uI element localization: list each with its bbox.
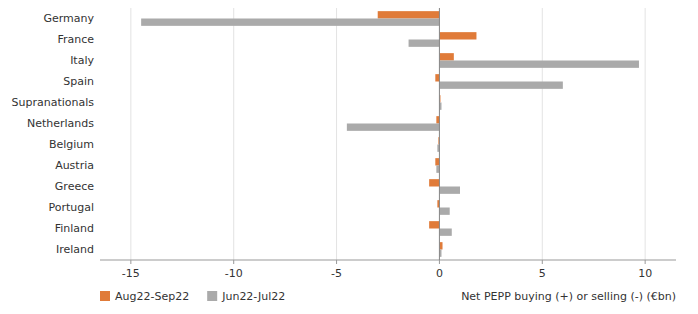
bar [439, 187, 460, 194]
bar [141, 19, 439, 26]
category-label: Austria [55, 159, 94, 172]
bar [439, 53, 453, 60]
bars [141, 11, 639, 257]
tick-mark [233, 260, 234, 264]
tick-label: 0 [436, 267, 443, 280]
zero-line [439, 8, 440, 260]
tick-label: 10 [638, 267, 652, 280]
grid-line [336, 8, 337, 260]
tick-mark [130, 260, 131, 264]
category-label: Spain [63, 75, 94, 88]
x-axis: -15 -10 -5 0 5 10 [100, 260, 676, 280]
bar [378, 11, 440, 18]
tick-mark [336, 260, 337, 264]
category-label: Germany [43, 12, 94, 25]
bar [439, 82, 562, 89]
x-axis-label: Net PEPP buying (+) or selling (-) (€bn) [461, 290, 676, 303]
legend-label: Jun22-Jul22 [221, 290, 285, 303]
category-label: Supranationals [11, 96, 94, 109]
grid-line [542, 8, 543, 260]
bar [439, 229, 451, 236]
tick-label: 5 [539, 267, 546, 280]
bar [439, 61, 639, 68]
bar [439, 208, 449, 215]
x-axis-line [100, 260, 676, 261]
category-label: Finland [55, 222, 94, 235]
grid [131, 8, 645, 260]
category-label: Portugal [48, 201, 94, 214]
bar [435, 74, 439, 81]
category-label: Belgium [49, 138, 94, 151]
grid-line [233, 8, 234, 260]
bar [439, 32, 476, 39]
category-label: Netherlands [27, 117, 94, 130]
legend: Aug22-Sep22 Jun22-Jul22 [100, 290, 285, 303]
category-label: Greece [55, 180, 94, 193]
tick-mark [645, 260, 646, 264]
chart: -15 -10 -5 0 5 10 Ireland Finland Portugal Greece… [0, 0, 698, 314]
bar [435, 158, 439, 165]
tick-mark [439, 260, 440, 264]
category-label: Italy [70, 54, 94, 67]
tick-label: -5 [331, 267, 342, 280]
tick-label: -10 [225, 267, 243, 280]
tick-label: -15 [122, 267, 140, 280]
grid-line [439, 8, 440, 260]
grid-line [130, 8, 131, 260]
y-axis: Ireland Finland Portugal Greece Austria Belgi… [11, 12, 94, 256]
bar [429, 221, 439, 228]
grid-line [645, 8, 646, 260]
legend-swatch [100, 291, 110, 301]
bar [409, 40, 440, 47]
bar [347, 124, 440, 131]
category-label: Ireland [56, 243, 94, 256]
category-label: France [57, 33, 94, 46]
legend-swatch [207, 291, 217, 301]
legend-label: Aug22-Sep22 [115, 290, 189, 303]
bar [429, 179, 439, 186]
tick-mark [542, 260, 543, 264]
